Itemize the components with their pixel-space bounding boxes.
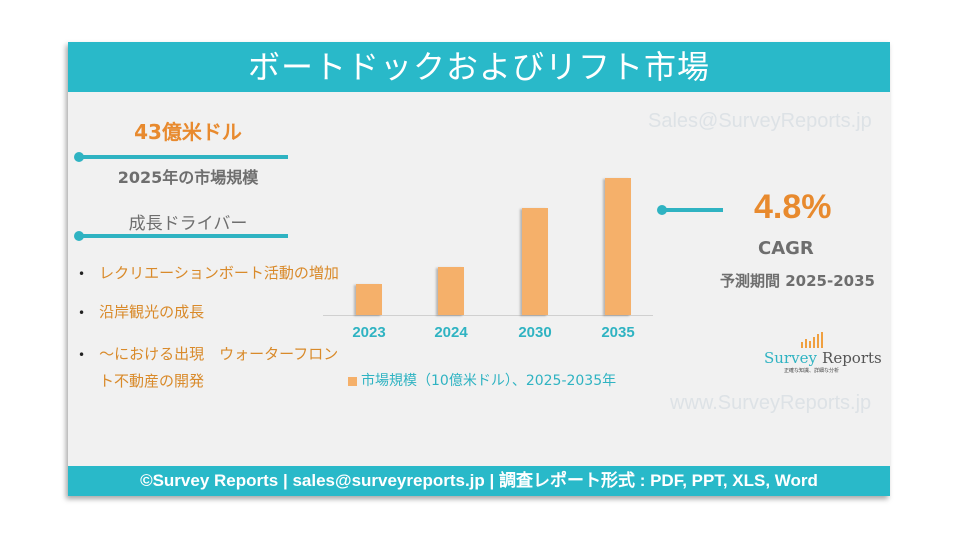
x-tick-label: 2030 <box>518 324 552 341</box>
market-value: 43億米ドル <box>134 120 242 144</box>
logo-tagline: 正確な知識、詳細な分析 <box>784 368 840 374</box>
logo-word-reports: Reports <box>822 349 882 367</box>
x-tick-label: 2023 <box>352 324 386 341</box>
bar-2024 <box>438 267 464 315</box>
driver-text: レクリエーションボート活動の増加 <box>99 264 339 282</box>
bullet-icon: • <box>78 306 86 320</box>
infographic-card: ボートドックおよびリフト市場 Sales@SurveyReports.jp ww… <box>68 42 890 496</box>
legend-label: 市場規模（10億米ドル）、2025-2035年 <box>361 373 617 389</box>
market-size-label: 2025年の市場規模 <box>117 168 259 187</box>
bar-2030 <box>522 208 548 315</box>
cagr-label: CAGR <box>758 238 814 259</box>
footer-bar: ©Survey Reports | sales@surveyreports.jp… <box>68 466 890 496</box>
legend-swatch-icon <box>348 376 357 386</box>
bullet-icon: • <box>78 348 86 362</box>
page-title: ボートドックおよびリフト市場 <box>68 42 890 92</box>
chart-legend: 市場規模（10億米ドル）、2025-2035年 <box>348 370 616 390</box>
driver-text: ～における出現 ウォーターフロン <box>99 345 339 363</box>
survey-reports-logo: Survey Reports 正確な知識、詳細な分析 <box>760 332 890 374</box>
bullet-icon: • <box>78 267 86 281</box>
driver-item: • レクリエーションボート活動の増加 <box>78 262 339 283</box>
x-tick-label: 2024 <box>434 324 468 341</box>
growth-drivers-title: 成長ドライバー <box>128 214 248 234</box>
connector-line <box>78 155 288 159</box>
logo-word-survey: Survey <box>764 349 817 367</box>
x-tick-label: 2035 <box>601 324 635 341</box>
driver-text: 沿岸観光の成長 <box>99 303 205 321</box>
driver-text-continued: ト不動産の開発 <box>99 372 205 390</box>
connector-line <box>661 208 723 212</box>
watermark-email: Sales@SurveyReports.jp <box>648 110 872 132</box>
forecast-period: 予測期間 2025-2035 <box>720 272 875 290</box>
connector-line <box>78 234 288 238</box>
bar-chart: 2023 2024 2030 2035 市場規模（10億米ドル）、2025-20… <box>323 162 653 392</box>
driver-item: • ～における出現 ウォーターフロン <box>78 343 338 364</box>
bar-chart-logo-icon <box>801 332 823 348</box>
x-axis-line <box>323 315 653 316</box>
cagr-value: 4.8% <box>754 188 832 226</box>
watermark-website: www.SurveyReports.jp <box>670 392 872 414</box>
driver-item: • 沿岸観光の成長 <box>78 301 204 322</box>
bar-2023 <box>356 284 382 315</box>
bar-2035 <box>605 178 631 315</box>
